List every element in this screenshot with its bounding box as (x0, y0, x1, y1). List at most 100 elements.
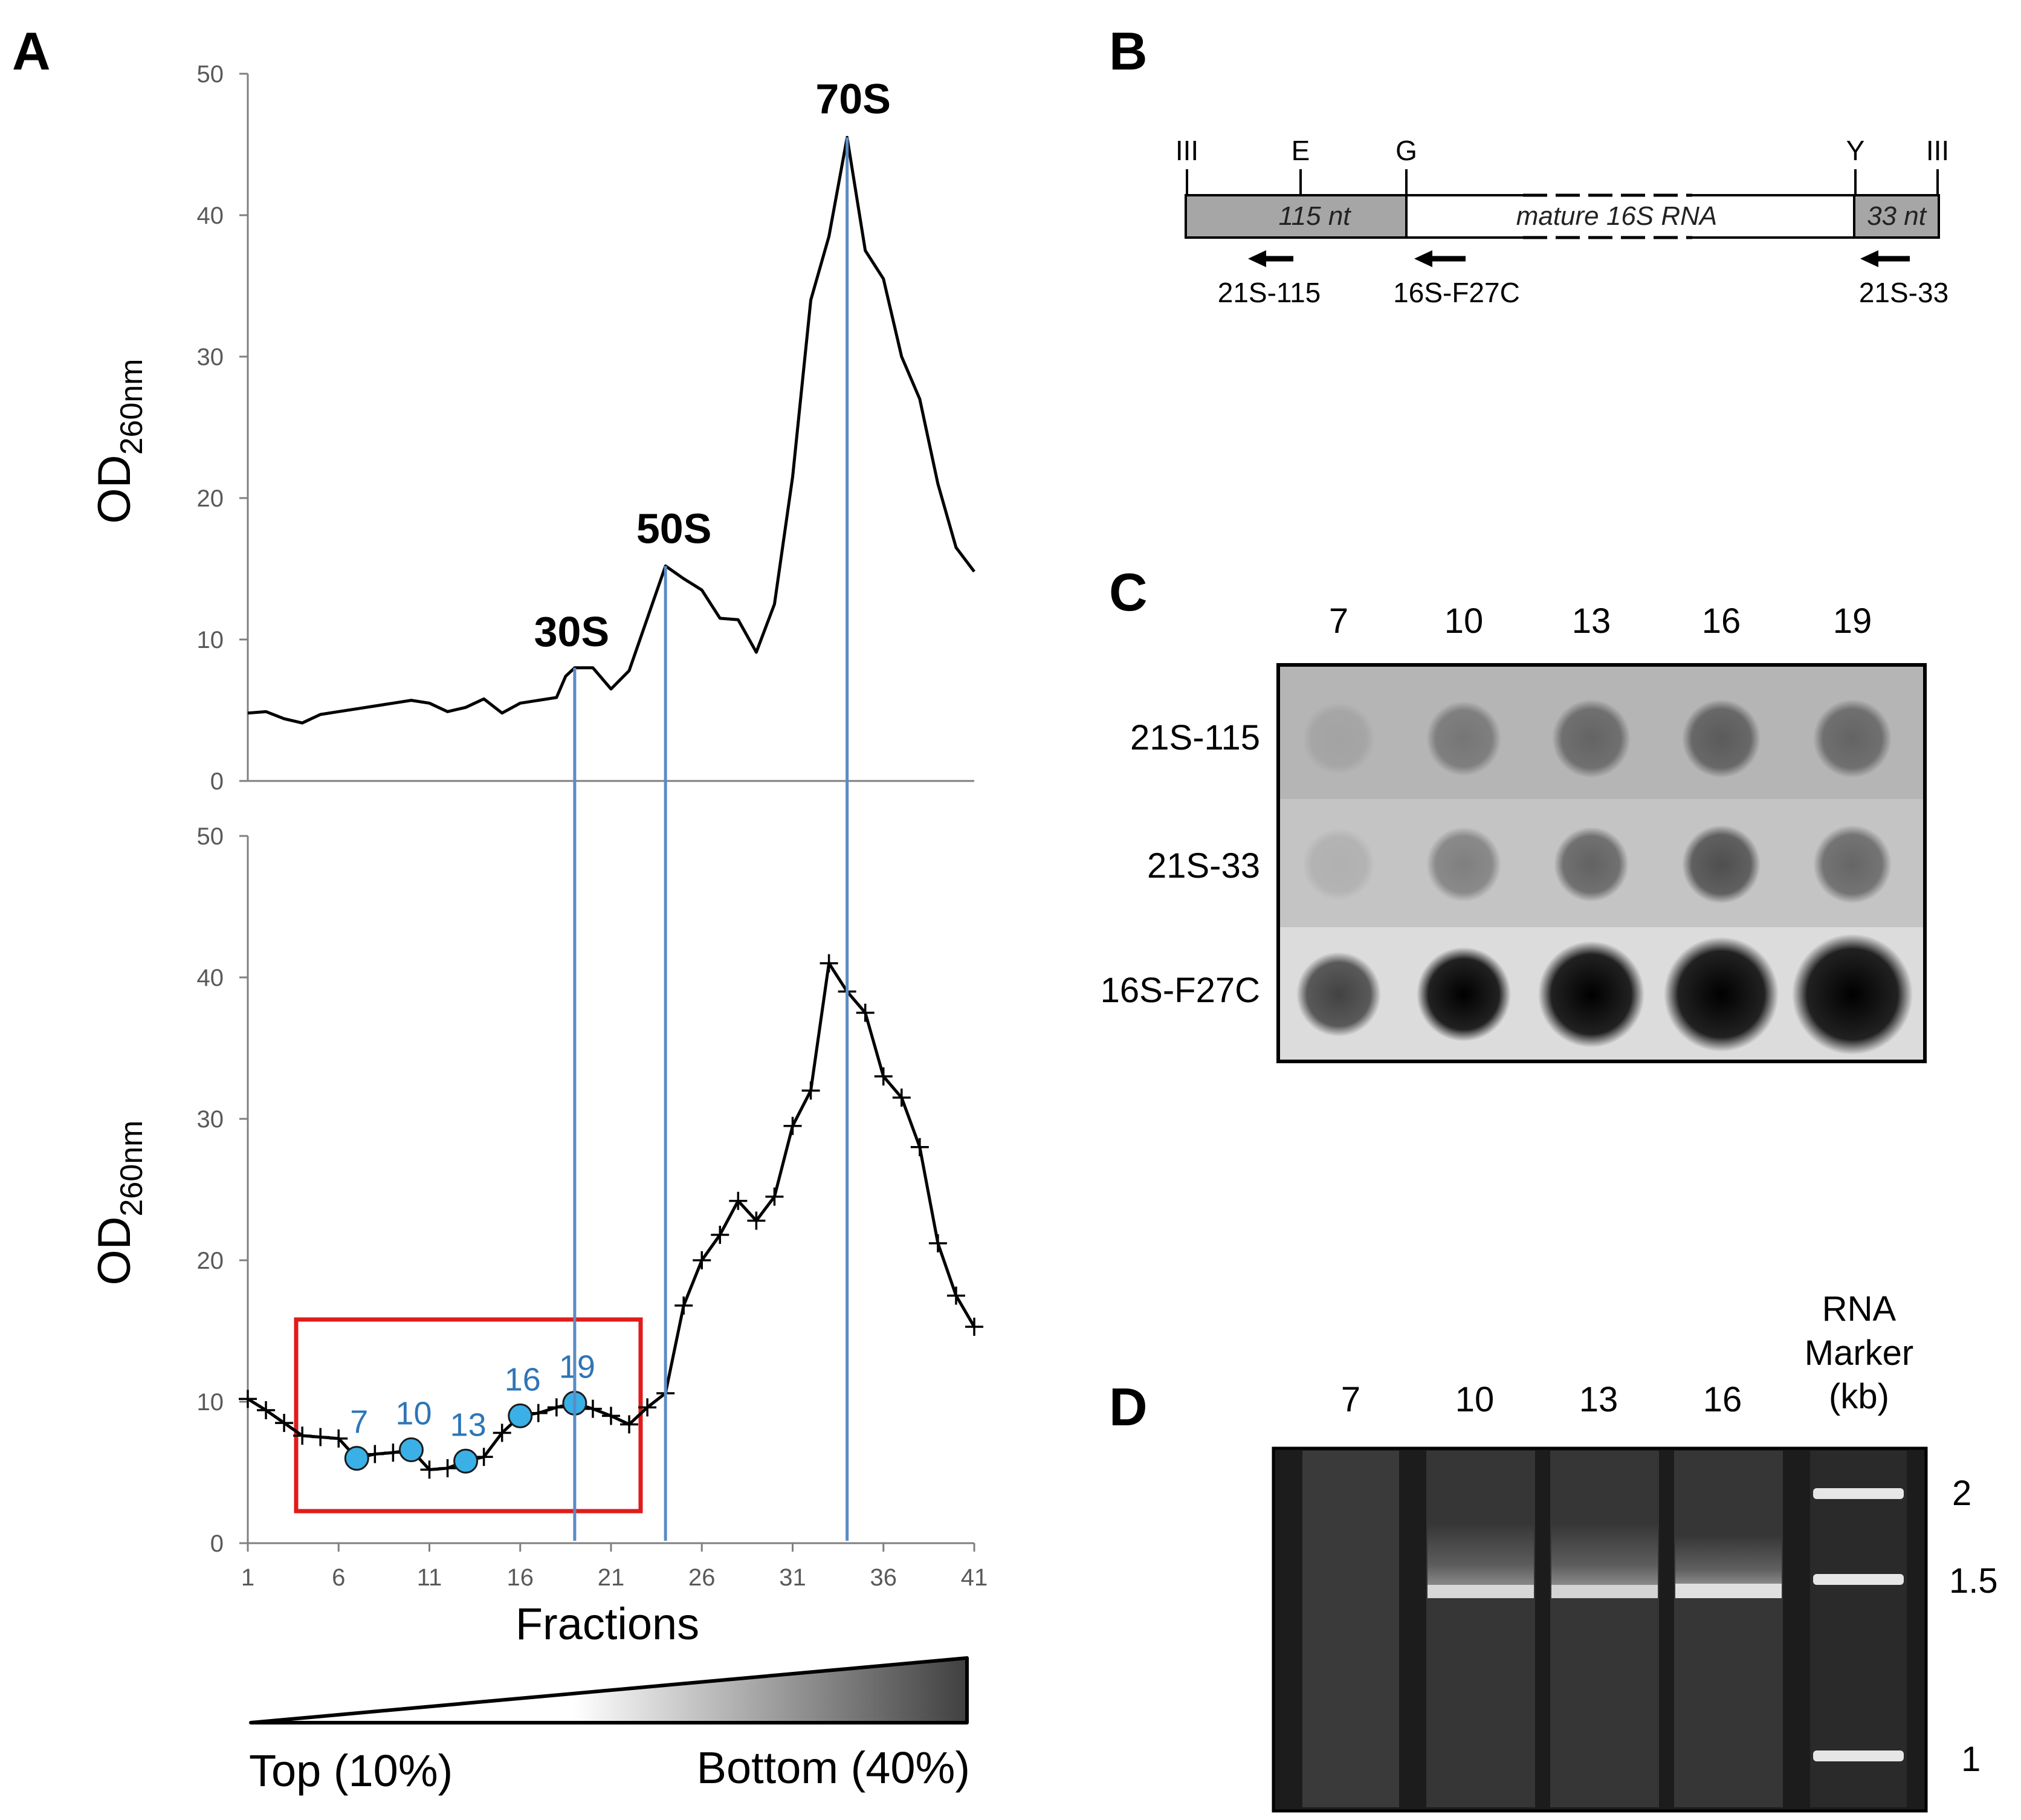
site-E: E (1292, 135, 1310, 166)
data-point-marker (366, 1445, 384, 1463)
top-ytick-label: 10 (197, 627, 224, 653)
highlight-point-10 (398, 1437, 424, 1463)
dot-21S-33-13 (1554, 827, 1629, 902)
label-mature-16s: mature 16S RNA (1516, 201, 1718, 231)
peak-label-50S: 50S (636, 505, 712, 552)
data-point-marker (239, 1390, 257, 1408)
arrow-21S-115 (1248, 250, 1293, 267)
primer-16S-F27C-label: 16S-F27C (1393, 277, 1520, 308)
bottom-xtick-label: 1 (241, 1564, 254, 1591)
label-33nt: 33 nt (1867, 201, 1927, 231)
dot-21S-115-16 (1682, 699, 1761, 778)
bottom-xtick-label: 41 (961, 1564, 988, 1591)
site-III-right: III (1926, 135, 1949, 166)
marker-title-line1: RNA (1822, 1289, 1897, 1329)
gradient-top-label: Top (10%) (249, 1746, 453, 1796)
bottom-ytick-label: 20 (197, 1248, 224, 1274)
panel-b-letter: B (1109, 21, 1148, 81)
bottom-xtick-label: 16 (507, 1564, 534, 1591)
dot-21S-33-7 (1302, 828, 1375, 901)
data-point-marker (583, 1399, 602, 1418)
x-axis-label-fractions: Fractions (516, 1599, 699, 1649)
bottom-xtick-label: 21 (598, 1564, 625, 1591)
site-Y: Y (1846, 135, 1865, 166)
data-point-marker (892, 1088, 911, 1107)
arrow-16S-F27C (1414, 250, 1466, 267)
data-point-marker (257, 1401, 276, 1420)
gel-lane-13 (1550, 1451, 1659, 1807)
panel-c-letter: C (1109, 562, 1148, 622)
panel-a-letter: A (12, 21, 51, 81)
data-point-marker (747, 1211, 766, 1230)
data-point-marker (438, 1459, 457, 1477)
band-16S-lane16 (1675, 1584, 1782, 1598)
gel-lane-label: 13 (1579, 1380, 1618, 1419)
bottom-xtick-label: 6 (332, 1564, 345, 1591)
bottom-xtick-label: 26 (688, 1564, 716, 1591)
dotblot-lane-label: 10 (1444, 601, 1484, 641)
peak-label-70S: 70S (815, 75, 891, 122)
data-point-marker (693, 1251, 711, 1269)
band-16S-lane13 (1551, 1585, 1658, 1598)
dot-21S-33-16 (1682, 825, 1761, 904)
marker-size-2: 2 (1952, 1474, 1971, 1513)
dot-16S-F27C-16 (1664, 937, 1779, 1052)
gel-lane-16 (1674, 1451, 1783, 1807)
dot-21S-33-10 (1426, 827, 1501, 902)
dot-21S-115-19 (1813, 699, 1892, 778)
site-G: G (1395, 135, 1417, 166)
bottom-ytick-label: 10 (197, 1389, 224, 1416)
chart-top: 0 10 20 30 40 50 OD260nm 30S 50S 70S (89, 61, 975, 795)
bottom-ytick-label: 50 (197, 823, 224, 850)
dotblot-row-21S-115: 21S-115 (1130, 718, 1260, 757)
gel-lane-label: 7 (1341, 1380, 1360, 1419)
highlight-label-13: 13 (450, 1407, 487, 1443)
primer-21S-33-label: 21S-33 (1859, 277, 1948, 308)
data-point-marker (275, 1414, 294, 1433)
data-point-marker (711, 1225, 729, 1244)
data-point-marker (801, 1081, 820, 1100)
data-point-marker (474, 1448, 493, 1466)
segment-33nt (1853, 194, 1940, 239)
site-III-left: III (1175, 135, 1198, 166)
data-point-marker (856, 1003, 875, 1022)
data-point-marker (547, 1398, 566, 1417)
dot-21S-115-7 (1302, 702, 1375, 775)
data-point-marker (783, 1116, 802, 1135)
gel-lane-10 (1426, 1451, 1535, 1807)
data-point-marker (820, 954, 838, 973)
data-point-marker (420, 1460, 439, 1479)
highlight-point-16 (508, 1403, 533, 1428)
segment-115nt (1185, 194, 1408, 239)
dot-16S-F27C-7 (1296, 952, 1381, 1037)
bottom-xtick-label: 31 (779, 1564, 806, 1591)
dotblot-lane-label: 13 (1572, 601, 1611, 641)
data-point-marker (674, 1296, 693, 1315)
data-point-marker (529, 1404, 548, 1422)
marker-size-1: 1 (1961, 1740, 1981, 1779)
data-point-marker (602, 1407, 620, 1425)
dotblot-row-21S-33: 21S-33 (1147, 846, 1260, 886)
data-point-marker (638, 1398, 657, 1417)
label-115nt: 115 nt (1278, 201, 1351, 231)
top-ytick-label: 20 (197, 485, 224, 512)
data-point-marker (329, 1429, 348, 1448)
highlight-label-16: 16 (505, 1361, 541, 1397)
marker-band-1kb (1813, 1750, 1904, 1761)
data-point-marker (493, 1423, 511, 1442)
data-point-marker (620, 1415, 639, 1434)
data-point-marker (946, 1286, 965, 1305)
dot-16S-F27C-10 (1417, 947, 1511, 1041)
primer-21S-115-label: 21S-115 (1218, 277, 1321, 308)
dot-16S-F27C-13 (1538, 941, 1644, 1048)
arrow-21S-33 (1860, 250, 1910, 267)
panel-d-letter: D (1109, 1377, 1148, 1437)
gel-lane-7 (1302, 1451, 1399, 1807)
density-gradient-wedge (249, 1656, 969, 1724)
bottom-ytick-label: 30 (197, 1106, 224, 1133)
dot-16S-F27C-19 (1792, 934, 1913, 1055)
data-point-marker (311, 1428, 330, 1446)
marker-title-line3: (kb) (1829, 1377, 1889, 1416)
